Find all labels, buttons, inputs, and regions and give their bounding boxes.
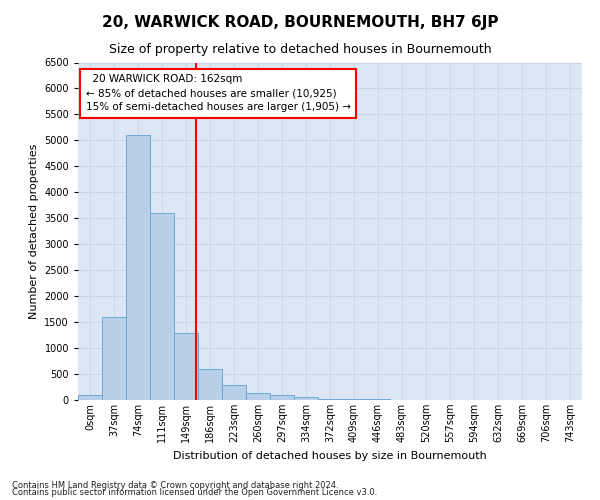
Y-axis label: Number of detached properties: Number of detached properties — [29, 144, 38, 319]
Bar — [174, 332, 198, 400]
Bar — [294, 397, 318, 400]
Bar — [78, 395, 102, 400]
Bar — [318, 399, 342, 400]
Bar — [102, 317, 126, 400]
Text: Contains public sector information licensed under the Open Government Licence v3: Contains public sector information licen… — [12, 488, 377, 497]
Bar — [222, 386, 246, 400]
Text: Size of property relative to detached houses in Bournemouth: Size of property relative to detached ho… — [109, 42, 491, 56]
Bar — [270, 395, 294, 400]
Bar — [126, 135, 150, 400]
Bar — [150, 213, 174, 400]
Text: 20, WARWICK ROAD, BOURNEMOUTH, BH7 6JP: 20, WARWICK ROAD, BOURNEMOUTH, BH7 6JP — [102, 15, 498, 30]
Text: 20 WARWICK ROAD: 162sqm
← 85% of detached houses are smaller (10,925)
15% of sem: 20 WARWICK ROAD: 162sqm ← 85% of detache… — [86, 74, 350, 112]
Bar — [198, 369, 222, 400]
X-axis label: Distribution of detached houses by size in Bournemouth: Distribution of detached houses by size … — [173, 450, 487, 460]
Text: Contains HM Land Registry data © Crown copyright and database right 2024.: Contains HM Land Registry data © Crown c… — [12, 480, 338, 490]
Bar — [246, 392, 270, 400]
